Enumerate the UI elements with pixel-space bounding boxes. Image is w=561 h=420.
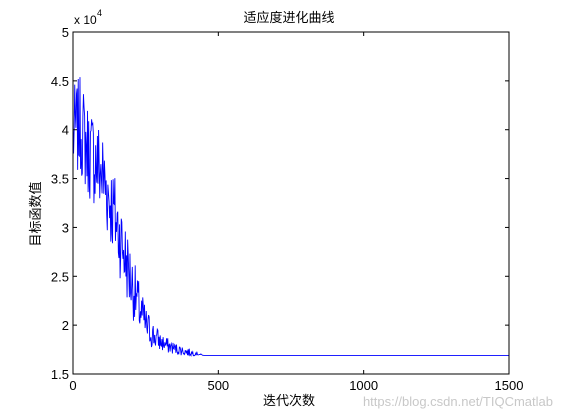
y-tick-label: 1.5 [51, 367, 69, 382]
y-axis-label: 目标函数值 [28, 181, 44, 246]
y-tick-label: 4.5 [51, 74, 69, 89]
y-tick-label: 5 [62, 25, 69, 40]
y-scale-exponent: 4 [97, 8, 102, 18]
y-tick-label: 3.5 [51, 172, 69, 187]
plot-area [73, 32, 509, 374]
x-axis-label: 迭代次数 [263, 393, 315, 409]
x-tick-label: 0 [69, 378, 76, 393]
y-tick-label: 4 [62, 123, 69, 138]
watermark: https://blog.csdn.net/TIQCmatlab [363, 394, 553, 409]
series-line [72, 77, 509, 358]
x-axis-ticks: 0 500 1000 1500 [69, 32, 523, 393]
y-tick-label: 2 [62, 318, 69, 333]
y-scale-label: x 10 [74, 13, 97, 27]
y-scale-multiplier: x 10 4 [74, 8, 102, 27]
x-tick-label: 1000 [349, 378, 378, 393]
x-tick-label: 500 [207, 378, 229, 393]
y-tick-label: 3 [62, 220, 69, 235]
axes-box [72, 31, 510, 375]
y-axis-ticks: 1.5 2 2.5 3 3.5 4 4.5 5 [51, 25, 509, 382]
y-tick-label: 2.5 [51, 269, 69, 284]
chart-title: 适应度进化曲线 [243, 10, 334, 26]
x-tick-label: 1500 [495, 378, 524, 393]
